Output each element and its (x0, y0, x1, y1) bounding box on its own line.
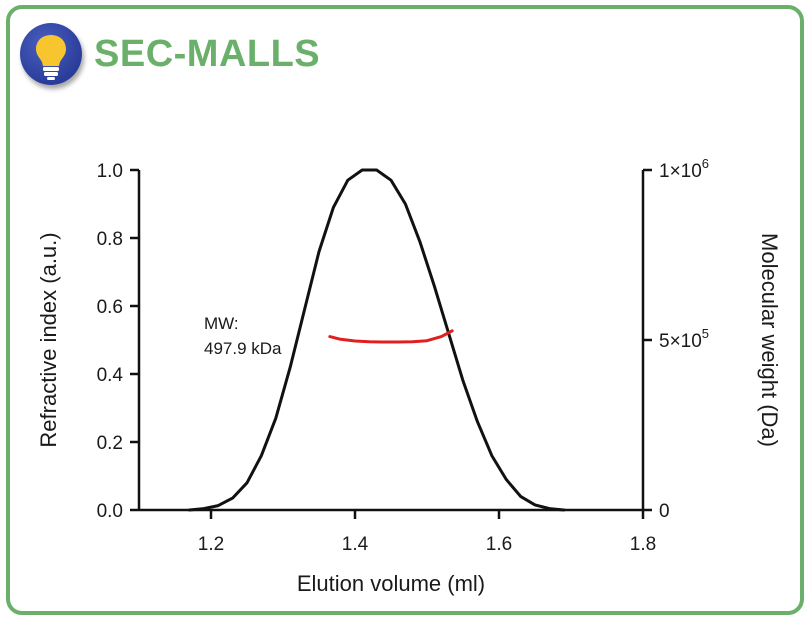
y2-tick-label: 0 (659, 501, 670, 522)
y2-tick-label: 5×105 (659, 326, 709, 352)
y2-axis-label: Molecular weight (Da) (757, 233, 782, 447)
y-axis-label: Refractive index (a.u.) (36, 232, 61, 447)
y-tick-label: 1.0 (97, 161, 123, 182)
mw-annotation-value: 497.9 kDa (204, 339, 282, 358)
x-tick-label: 1.2 (198, 534, 224, 555)
refractive-index-curve (187, 168, 566, 512)
y-tick-label: 0.2 (97, 433, 123, 454)
lightbulb-icon (20, 23, 82, 85)
y-tick-label: 0.8 (97, 229, 123, 250)
y2-tick-exponent: 6 (702, 156, 709, 171)
y2-tick-exponent: 5 (702, 326, 709, 341)
x-tick-label: 1.4 (342, 534, 369, 555)
mw-annotation-label: MW: (204, 314, 239, 333)
x-tick-label: 1.8 (630, 534, 656, 555)
x-tick-label: 1.6 (486, 534, 512, 555)
panel-header: SEC-MALLS (20, 22, 320, 86)
x-axis-label: Elution volume (ml) (297, 571, 485, 596)
molecular-weight-line (328, 329, 454, 344)
y-tick-label: 0.6 (97, 297, 123, 318)
y-tick-label: 0.4 (97, 365, 124, 386)
y-tick-label: 0.0 (97, 501, 123, 522)
y2-tick-label: 1×106 (659, 156, 709, 182)
panel-title: SEC-MALLS (94, 32, 321, 75)
